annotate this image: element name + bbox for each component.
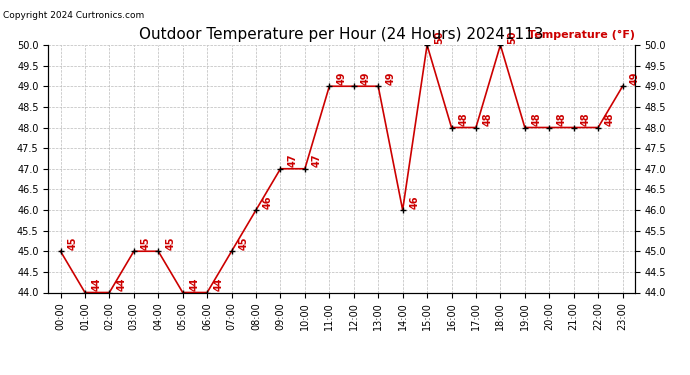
Text: 46: 46 <box>263 195 273 208</box>
Text: 48: 48 <box>581 112 591 126</box>
Text: 45: 45 <box>165 236 175 250</box>
Text: 44: 44 <box>214 278 224 291</box>
Text: 47: 47 <box>288 154 297 167</box>
Text: 48: 48 <box>532 112 542 126</box>
Text: 44: 44 <box>190 278 199 291</box>
Text: 45: 45 <box>68 236 77 250</box>
Text: 45: 45 <box>239 236 248 250</box>
Text: 48: 48 <box>605 112 615 126</box>
Title: Outdoor Temperature per Hour (24 Hours) 20241113: Outdoor Temperature per Hour (24 Hours) … <box>139 27 544 42</box>
Text: 49: 49 <box>629 71 640 85</box>
Text: 48: 48 <box>556 112 566 126</box>
Text: 50: 50 <box>507 30 518 44</box>
Text: 49: 49 <box>361 71 371 85</box>
Text: 49: 49 <box>385 71 395 85</box>
Text: 48: 48 <box>483 112 493 126</box>
Text: 47: 47 <box>312 154 322 167</box>
Text: 45: 45 <box>141 236 151 250</box>
Text: 46: 46 <box>410 195 420 208</box>
Text: Temperature (°F): Temperature (°F) <box>528 30 635 40</box>
Text: 49: 49 <box>336 71 346 85</box>
Text: 44: 44 <box>92 278 102 291</box>
Text: Copyright 2024 Curtronics.com: Copyright 2024 Curtronics.com <box>3 11 145 20</box>
Text: 44: 44 <box>117 278 126 291</box>
Text: 48: 48 <box>458 112 469 126</box>
Text: 50: 50 <box>434 30 444 44</box>
